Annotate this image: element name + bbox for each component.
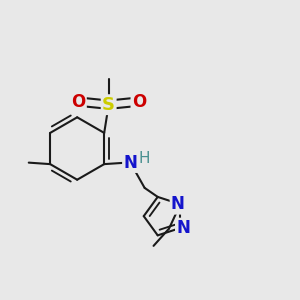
Text: N: N [176, 219, 190, 237]
Text: O: O [71, 93, 85, 111]
Text: H: H [139, 151, 150, 166]
Text: N: N [123, 154, 137, 172]
Text: N: N [171, 195, 185, 213]
Text: S: S [102, 96, 115, 114]
Text: O: O [132, 93, 146, 111]
